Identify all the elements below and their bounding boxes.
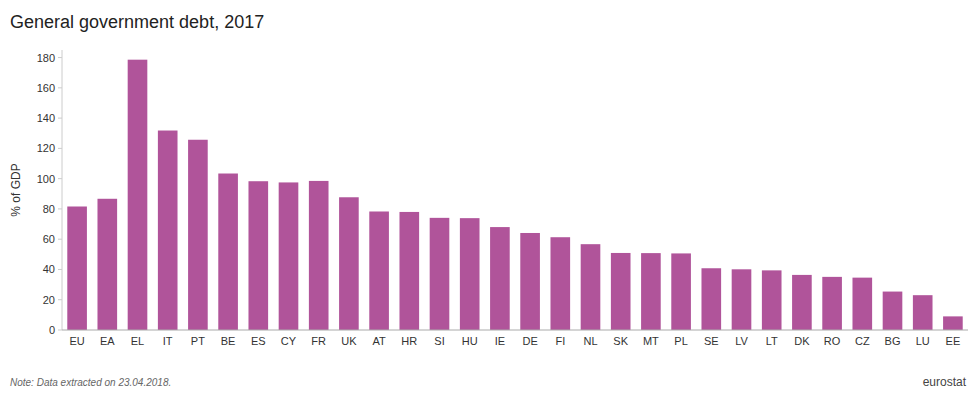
- y-tick: [58, 299, 62, 300]
- x-tick-label: SK: [613, 335, 628, 347]
- y-tick: [58, 148, 62, 149]
- bar: [883, 292, 903, 330]
- x-tick-label: SE: [704, 335, 719, 347]
- bar: [369, 211, 389, 330]
- branding: eurostat: [923, 375, 967, 389]
- bar: [339, 197, 359, 330]
- x-tick-label: SI: [434, 335, 444, 347]
- x-tick-label: BG: [885, 335, 901, 347]
- y-tick-label: 80: [43, 203, 55, 215]
- y-tick-label: 0: [49, 324, 55, 336]
- bar: [279, 182, 299, 330]
- bars: [67, 60, 962, 330]
- chart: General government debt, 2017 0 20 40 60 80 10…: [0, 0, 978, 400]
- bar: [309, 181, 329, 330]
- y-tick: [58, 178, 62, 179]
- x-tick-label: FR: [311, 335, 326, 347]
- x-tick-label: CZ: [855, 335, 870, 347]
- bar: [913, 295, 933, 330]
- x-tick-label: FI: [555, 335, 565, 347]
- bar: [399, 212, 419, 330]
- x-tick-label: DE: [522, 335, 537, 347]
- x-tick-label: DK: [794, 335, 810, 347]
- y-tick-label: 120: [37, 142, 55, 154]
- bar: [641, 253, 661, 330]
- bar: [248, 181, 268, 330]
- bar: [97, 199, 117, 330]
- y-tick: [58, 330, 62, 331]
- y-tick-label: 60: [43, 233, 55, 245]
- x-tick-label: CY: [281, 335, 297, 347]
- bar: [490, 227, 510, 330]
- x-tick-label: PT: [191, 335, 205, 347]
- y-tick-label: 140: [37, 112, 55, 124]
- x-tick-label: EU: [69, 335, 84, 347]
- bar: [732, 269, 752, 330]
- bar: [852, 278, 872, 330]
- x-tick-label: LT: [766, 335, 778, 347]
- x-tick-label: HU: [462, 335, 478, 347]
- note: Note: Data extracted on 23.04.2018.: [10, 377, 171, 388]
- y-tick: [58, 239, 62, 240]
- x-tick-label: MT: [643, 335, 659, 347]
- x-tick-label: PL: [674, 335, 687, 347]
- y-tick-label: 100: [37, 173, 55, 185]
- y-tick-label: 40: [43, 263, 55, 275]
- x-tick-label: EL: [131, 335, 144, 347]
- y-axis-label: % of GDP: [9, 163, 23, 216]
- x-tick-label: IE: [495, 335, 505, 347]
- y-tick-label: 20: [43, 294, 55, 306]
- bar: [520, 233, 540, 330]
- bar: [218, 174, 238, 330]
- bar: [611, 253, 631, 330]
- x-tick-label: LU: [916, 335, 930, 347]
- x-tick-label: IT: [163, 335, 173, 347]
- y-tick: [58, 118, 62, 119]
- bar: [701, 268, 721, 330]
- x-tick-label: LV: [735, 335, 748, 347]
- y-tick: [58, 87, 62, 88]
- x-tick-label: ES: [251, 335, 266, 347]
- x-axis-line: [62, 330, 968, 331]
- bar: [943, 316, 963, 330]
- bar: [128, 60, 148, 330]
- x-tick-label: HR: [401, 335, 417, 347]
- bar: [460, 218, 480, 330]
- x-tick-label: AT: [372, 335, 386, 347]
- bar: [550, 237, 570, 330]
- x-tick-label: EE: [946, 335, 961, 347]
- y-tick: [58, 269, 62, 270]
- y-tick: [58, 208, 62, 209]
- y-tick-label: 160: [37, 82, 55, 94]
- y-tick: [58, 57, 62, 58]
- x-tick-label: RO: [824, 335, 841, 347]
- bar: [671, 253, 691, 330]
- title: General government debt, 2017: [10, 12, 264, 32]
- bar: [67, 206, 87, 330]
- bar: [762, 270, 782, 330]
- bar: [822, 277, 842, 330]
- bar: [158, 131, 178, 330]
- bar: [430, 218, 450, 330]
- x-tick-label: NL: [583, 335, 597, 347]
- bar: [581, 244, 601, 330]
- x-tick-label: EA: [100, 335, 115, 347]
- bar: [792, 275, 812, 330]
- y-axis-line: [62, 50, 63, 330]
- y-tick-label: 180: [37, 52, 55, 64]
- x-tick-label: BE: [221, 335, 236, 347]
- bar: [188, 140, 208, 330]
- x-tick-label: UK: [341, 335, 357, 347]
